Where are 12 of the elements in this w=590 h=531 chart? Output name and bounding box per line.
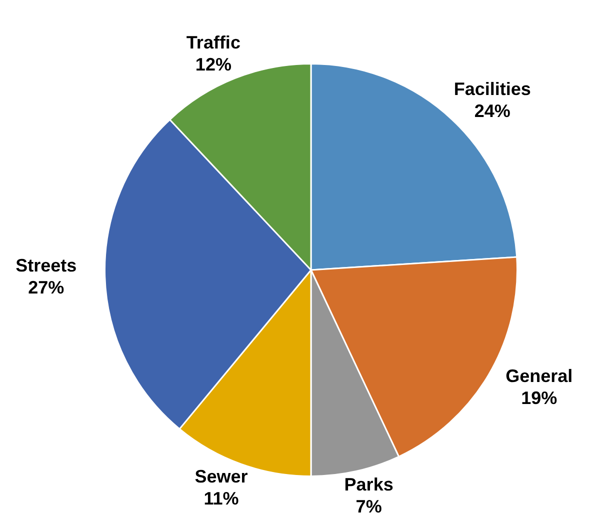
data-label: 11% (204, 488, 239, 508)
slice-label: Sewer (194, 466, 248, 486)
data-label: 24% (474, 100, 510, 121)
slice-label: Streets (16, 255, 77, 276)
data-label: 19% (521, 388, 558, 408)
data-label: 7% (356, 496, 382, 516)
slice-label: Parks (344, 474, 394, 494)
slice-label: Facilities (454, 78, 531, 99)
slice-label: Traffic (186, 32, 240, 52)
data-label: 12% (195, 54, 232, 74)
slice-label: General (506, 366, 573, 386)
data-label: 27% (28, 277, 64, 298)
